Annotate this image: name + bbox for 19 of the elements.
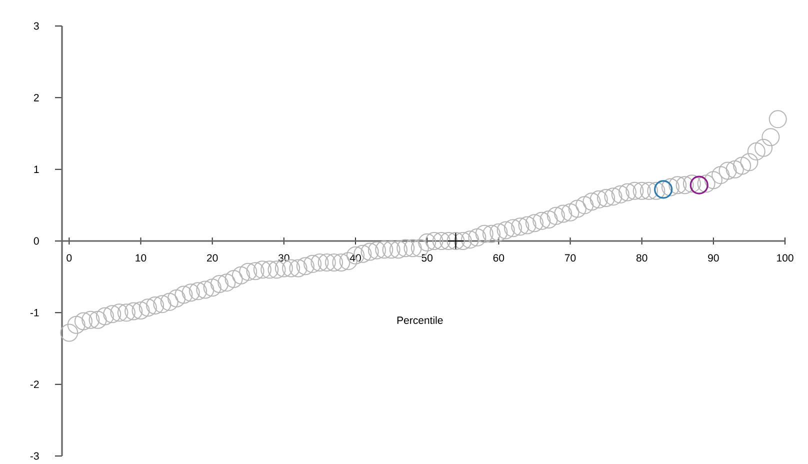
x-tick-label: 80 (636, 254, 648, 262)
y-tick-label: 2 (34, 94, 39, 102)
x-tick-label: 10 (136, 254, 146, 262)
y-tick-label: 3 (34, 22, 39, 30)
point (654, 180, 673, 199)
y-tick-label: -1 (30, 309, 39, 316)
x-tick-label: 50 (422, 254, 433, 262)
point (690, 176, 708, 194)
y-tick-label: 1 (34, 166, 39, 173)
y-tick-label: 0 (34, 237, 39, 245)
x-tick-label: 0 (66, 254, 72, 262)
y-tick-label: -3 (30, 452, 39, 460)
x-axis-title: Percentile (397, 316, 443, 324)
x-tick-label: 100 (777, 254, 794, 262)
x-tick-label: 90 (708, 254, 719, 262)
x-tick-label: 20 (207, 254, 218, 262)
y-tick-label: -2 (30, 380, 39, 388)
x-tick-label: 60 (493, 254, 504, 262)
x-tick-label: 70 (564, 254, 576, 262)
